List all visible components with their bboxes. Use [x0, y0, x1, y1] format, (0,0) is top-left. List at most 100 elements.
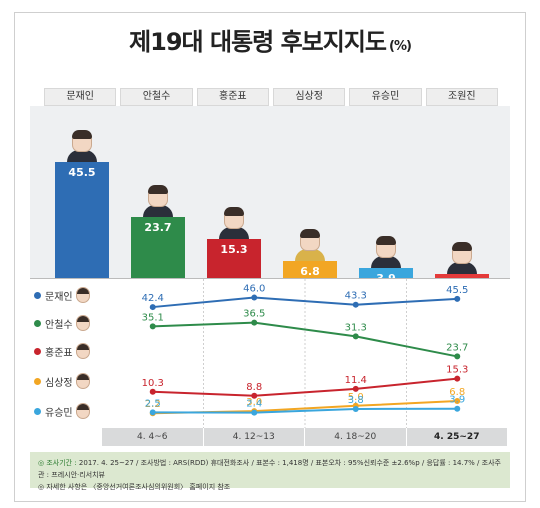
portrait-sim-icon: [300, 228, 320, 251]
survey-notes: ◎ 조사기간 : 2017. 4. 25~27 / 조사방법 : ARS(RDD…: [30, 452, 510, 491]
line-value-label-ahn: 23.7: [446, 342, 468, 353]
line-value-label-ahn: 35.1: [142, 312, 164, 323]
line-value-label-ahn: 31.3: [345, 322, 367, 333]
legend-label-ahn: 안철수: [45, 319, 73, 331]
legend-label-yoo: 유승민: [45, 407, 73, 419]
portrait-suit-yoo: [371, 256, 401, 269]
line-value-label-hong: 15.3: [446, 365, 468, 376]
portrait-suit-moon: [67, 149, 97, 162]
bar-value-label-ahn: 23.7: [144, 221, 172, 235]
line-series-ahn: [152, 321, 458, 358]
legend-dot-yoo: [34, 407, 41, 415]
survey-notes-line-2: ◎ 자세한 사항은 〈중앙선거여론조사심의위원회〉 홈페이지 참조: [38, 483, 231, 491]
candidate-header-moon: 문재인: [44, 88, 117, 106]
line-value-label-yoo: 2.4: [246, 399, 262, 410]
bar-value-label-hong: 15.3: [220, 242, 248, 256]
line-value-label-sim: 2.2: [145, 399, 161, 410]
line-value-label-sim: 3.0: [246, 397, 262, 408]
line-point-yoo: [251, 409, 258, 416]
candidate-header-cho: 조원진: [425, 88, 498, 106]
page-title: 제19대 대통령 후보지지도 (%): [0, 22, 540, 57]
title-unit: (%): [389, 39, 412, 54]
line-point-hong: [352, 385, 359, 392]
bar-cho: [435, 274, 489, 278]
line-point-yoo: [352, 405, 359, 412]
candidate-header-ahn: 안철수: [120, 88, 193, 106]
x-tick-period-1: 4. 4~6: [102, 428, 204, 446]
line-value-label-yoo: 3.8: [348, 395, 364, 406]
portrait-suit-ahn: [143, 205, 173, 218]
x-tick-period-2: 4. 12~13: [204, 428, 305, 446]
x-tick-period-4: 4. 25~27: [407, 428, 508, 446]
avatar-sim-icon: [75, 373, 90, 389]
line-value-label-yoo: 2.5: [145, 398, 161, 409]
line-point-moon: [251, 294, 258, 301]
line-point-ahn: [352, 333, 359, 340]
legend-item-hong: 홍준표: [34, 341, 98, 361]
line-point-ahn: [149, 323, 156, 330]
bar-hong: 15.3: [207, 238, 261, 278]
candidate-header-row: 문재인 안철수 홍준표 심상정 유승민 조원진: [44, 88, 498, 106]
portrait-moon-icon: [72, 129, 92, 152]
title-text: 제19대 대통령 후보지지도: [129, 28, 387, 56]
legend-dot-sim: [34, 377, 41, 385]
line-value-label-sim: 6.8: [449, 387, 465, 398]
line-value-label-moon: 42.4: [142, 293, 164, 304]
legend-item-yoo: 유승민: [34, 401, 98, 421]
bar-sim: 6.8: [283, 260, 337, 278]
line-value-label-yoo: 3.9: [449, 395, 465, 406]
legend-item-sim: 심상정: [34, 371, 98, 391]
legend-label-hong: 홍준표: [45, 347, 73, 359]
candidate-header-hong: 홍준표: [196, 88, 269, 106]
line-value-label-hong: 10.3: [142, 378, 164, 389]
line-point-moon: [352, 301, 359, 308]
line-point-ahn: [251, 319, 258, 326]
legend-item-moon: 문재인: [34, 285, 98, 305]
line-chart-svg: 42.4 46.0 43.3 45.5 35.1 36.5 31.3 23.7 10.3 8.8 1…: [142, 279, 468, 429]
bar-ahn: 23.7: [131, 217, 185, 278]
survey-notes-line-1-text: 2017. 4. 25~27 / 조사방법 : ARS(RDD) 휴대전화조사 …: [38, 459, 501, 479]
portrait-ahn-icon: [148, 185, 168, 208]
avatar-yoo-icon: [75, 403, 90, 419]
line-value-label-moon: 43.3: [345, 291, 367, 302]
line-value-label-hong: 8.8: [246, 382, 262, 393]
portrait-hong-icon: [224, 206, 244, 229]
line-series-moon: [152, 296, 458, 309]
bar-value-label-moon: 45.5: [68, 165, 96, 179]
bar-chart-panel: 45.5 23.7 15.3 6.8 3.9: [30, 106, 510, 285]
legend-dot-moon: [34, 291, 41, 299]
x-tick-period-3: 4. 18~20: [305, 428, 407, 446]
bar-moon: 45.5: [55, 161, 109, 278]
line-point-moon: [149, 304, 156, 311]
line-value-label-moon: 46.0: [243, 284, 265, 295]
candidate-header-yoo: 유승민: [349, 88, 422, 106]
legend-dot-hong: [34, 347, 41, 355]
line-point-yoo: [149, 409, 156, 416]
portrait-cho-icon: [452, 242, 472, 264]
bar-yoo: 3.9: [359, 268, 413, 285]
line-point-moon: [454, 295, 461, 302]
bar-value-label-sim: 6.8: [300, 264, 320, 278]
line-point-sim: [454, 398, 461, 405]
portrait-suit-sim: [295, 248, 325, 261]
line-chart-panel: 문재인 안철수 홍준표 심상정 유승민 42.4 46.0 43.3 45.5 35.1…: [30, 278, 510, 429]
avatar-ahn-icon: [75, 315, 90, 331]
survey-notes-line-1: ◎ 조사기간 : 2017. 4. 25~27 / 조사방법 : ARS(RDD…: [38, 457, 502, 481]
line-point-hong: [454, 375, 461, 382]
line-series-hong: [152, 377, 458, 397]
line-point-yoo: [454, 405, 461, 412]
line-value-label-sim: 5.0: [348, 392, 364, 403]
line-point-ahn: [454, 353, 461, 360]
legend-item-ahn: 안철수: [34, 313, 98, 333]
avatar-hong-icon: [75, 343, 90, 359]
legend-label-sim: 심상정: [45, 377, 73, 389]
legend-dot-ahn: [34, 319, 41, 327]
line-value-label-ahn: 36.5: [243, 309, 265, 320]
portrait-suit-cho: [447, 262, 477, 274]
survey-notes-line-1-label: ◎ 조사기간 :: [38, 459, 77, 467]
line-value-label-hong: 11.4: [345, 375, 367, 386]
candidate-header-sim: 심상정: [272, 88, 346, 106]
line-value-label-moon: 45.5: [446, 285, 468, 296]
portrait-yoo-icon: [376, 236, 396, 259]
line-series-yoo: [152, 407, 458, 414]
